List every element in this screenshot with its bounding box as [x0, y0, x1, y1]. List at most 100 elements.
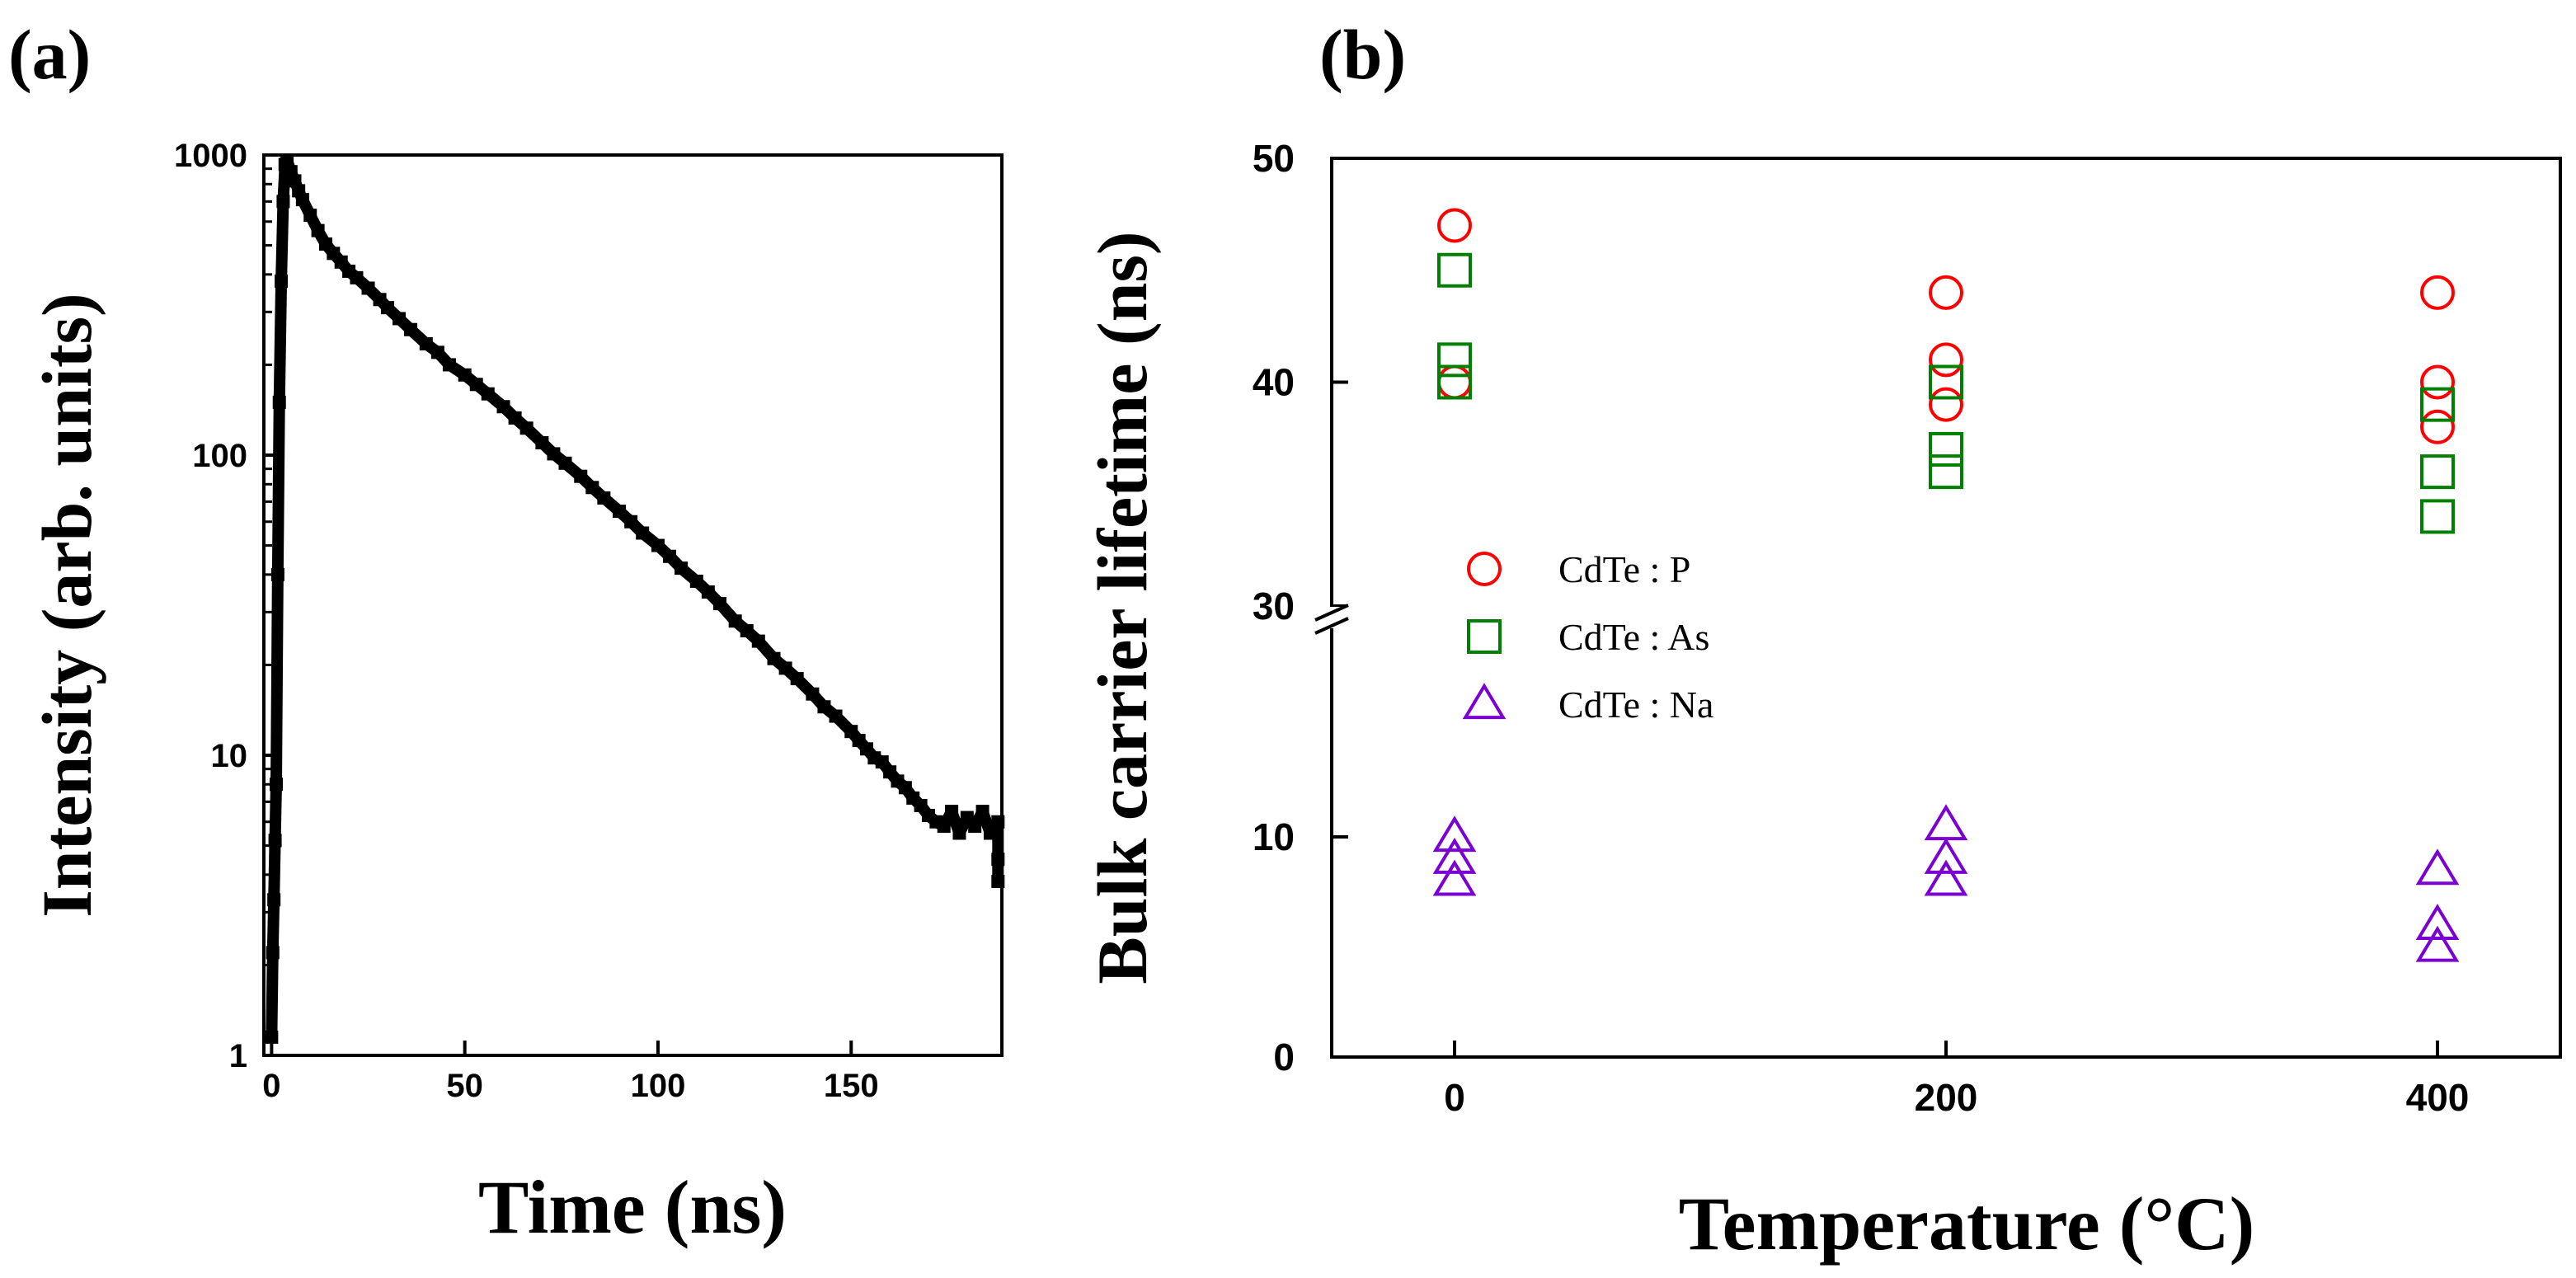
panel-a-data-point — [740, 623, 754, 637]
panel-a-data-point — [275, 274, 289, 288]
panel-a-data-point — [790, 672, 804, 686]
panel-a-data-point — [547, 447, 561, 461]
panel-a-x-tick-label: 150 — [824, 1068, 879, 1104]
panel-b-data-point — [1924, 859, 1968, 896]
panel-a-data-point — [268, 834, 282, 848]
panel-a-data-point — [535, 435, 549, 449]
panel-b-y-tick-label: 50 — [1253, 137, 1295, 180]
panel-a-data-point — [952, 826, 966, 840]
panel-a-data-point — [968, 820, 982, 834]
panel-a-data-point — [393, 312, 407, 326]
panel-a-data-point — [728, 614, 742, 628]
panel-b-data-point — [2420, 409, 2455, 444]
panel-b-data-point — [1432, 815, 1477, 853]
panel-b-legend-label: CdTe : P — [1558, 548, 1690, 590]
panel-a-data-point — [496, 400, 510, 414]
panel-b-data-point — [1437, 208, 1472, 243]
panel-a-data-point — [272, 395, 286, 409]
panel-b-plot-frame — [1330, 157, 2562, 1059]
panel-a-label: (a) — [8, 15, 91, 94]
panel-b-y-tick-label: 40 — [1253, 361, 1295, 404]
panel-a-data-point — [380, 301, 394, 315]
panel-b-data-point — [2420, 275, 2455, 310]
panel-a-data-point — [613, 505, 627, 519]
panel-a-data-point — [269, 778, 283, 792]
panel-a-data-point — [651, 538, 665, 552]
panel-a-data-point — [875, 755, 889, 769]
panel-a-data-point — [585, 481, 599, 495]
panel-a-data-point — [404, 322, 418, 336]
panel-a-data-point — [767, 651, 781, 665]
panel-a-data-point — [519, 421, 534, 435]
panel-a-data-point — [266, 946, 280, 960]
panel-b-x-axis-title: Temperature (°C) — [1679, 1182, 2255, 1266]
panel-a-data-point — [597, 491, 611, 505]
panel-a-plot-frame — [262, 153, 1004, 1057]
panel-a-data-point — [689, 574, 703, 588]
panel-a-data-point — [898, 781, 912, 795]
panel-a-data-point — [508, 411, 522, 425]
panel-a-y-tick-label: 1000 — [174, 138, 247, 174]
panel-b-data-point — [1929, 342, 1963, 378]
panel-a-data-point — [778, 661, 792, 675]
panel-b-data-point — [2415, 925, 2460, 962]
panel-a-data-point — [295, 193, 309, 207]
panel-a-data-point — [937, 820, 951, 834]
panel-b-data-point — [2420, 454, 2455, 490]
panel-b-y-axis-break — [1314, 604, 1350, 635]
panel-a-decay-curve — [266, 154, 1004, 1038]
panel-a-y-axis-title: Intensity (arb. units) — [27, 293, 106, 917]
panel-a-data-point — [558, 456, 572, 470]
panel-b-x-tick-label: 200 — [1915, 1076, 1978, 1119]
panel-a-data-point — [914, 798, 928, 812]
panel-a-data-point — [276, 195, 290, 209]
panel-b-ticks: 0 200 400 0 10 30 40 50 — [1253, 137, 2470, 1119]
panel-a-data-point — [701, 585, 715, 599]
panel-b-data-point — [2415, 848, 2460, 886]
panel-b-data-point — [1437, 364, 1472, 400]
panel-b-data-point — [1432, 859, 1477, 896]
panel-a-data-series — [265, 153, 1005, 1044]
panel-b-legend-marker — [1462, 683, 1507, 720]
panel-a-data-point — [945, 805, 959, 819]
panel-a-data-point — [636, 526, 650, 540]
panel-a-data-point — [983, 826, 997, 840]
panel-b-data-series — [1432, 208, 2460, 962]
panel-a-data-point — [288, 174, 302, 188]
panel-a-data-point — [430, 345, 444, 359]
panel-b-data-point — [1929, 387, 1963, 422]
panel-a-data-point — [361, 281, 375, 295]
panel-b-legend: CdTe : P CdTe : As CdTe : Na — [1462, 548, 1713, 726]
panel-a-data-point — [442, 358, 456, 372]
panel-a-data-point — [350, 270, 364, 284]
panel-a-data-point — [303, 209, 317, 223]
panel-b-legend-label: CdTe : As — [1558, 616, 1709, 658]
panel-a-data-point — [419, 336, 433, 350]
panel-a-x-axis-title: Time (ns) — [478, 1165, 787, 1249]
panel-b-legend-label: CdTe : Na — [1558, 684, 1713, 726]
panel-b-data-point — [2420, 499, 2455, 534]
panel-b-data-point — [1929, 364, 1963, 400]
panel-a-data-point — [675, 561, 689, 576]
panel-a-data-point — [817, 700, 831, 714]
panel-b-data-point — [1924, 837, 1968, 874]
panel-a-data-point — [829, 709, 843, 723]
panel-b-data-point — [1437, 342, 1472, 378]
panel-a-data-point — [280, 153, 294, 167]
panel-a-data-point — [265, 1030, 279, 1044]
panel-a-data-point — [712, 597, 726, 611]
panel-b-y-tick-label: 10 — [1253, 815, 1295, 858]
panel-a-data-point — [267, 893, 281, 907]
panel-b-y-axis-title: Bulk carrier lifetime (ns) — [1083, 231, 1162, 984]
panel-a-y-tick-label: 100 — [192, 438, 247, 474]
panel-a-data-point — [574, 469, 588, 483]
panel-a-data-point — [806, 687, 820, 701]
panel-a-y-tick-label: 10 — [211, 738, 248, 774]
panel-b-x-tick-label: 400 — [2406, 1076, 2470, 1119]
panel-b-data-point — [1437, 364, 1472, 400]
panel-b-x-tick-label: 0 — [1444, 1076, 1465, 1119]
panel-a-ticks: 0 50 100 150 1 10 100 1000 — [174, 138, 879, 1104]
panel-b-data-point — [2420, 364, 2455, 400]
panel-b-y-tick-label: 30 — [1253, 585, 1295, 627]
